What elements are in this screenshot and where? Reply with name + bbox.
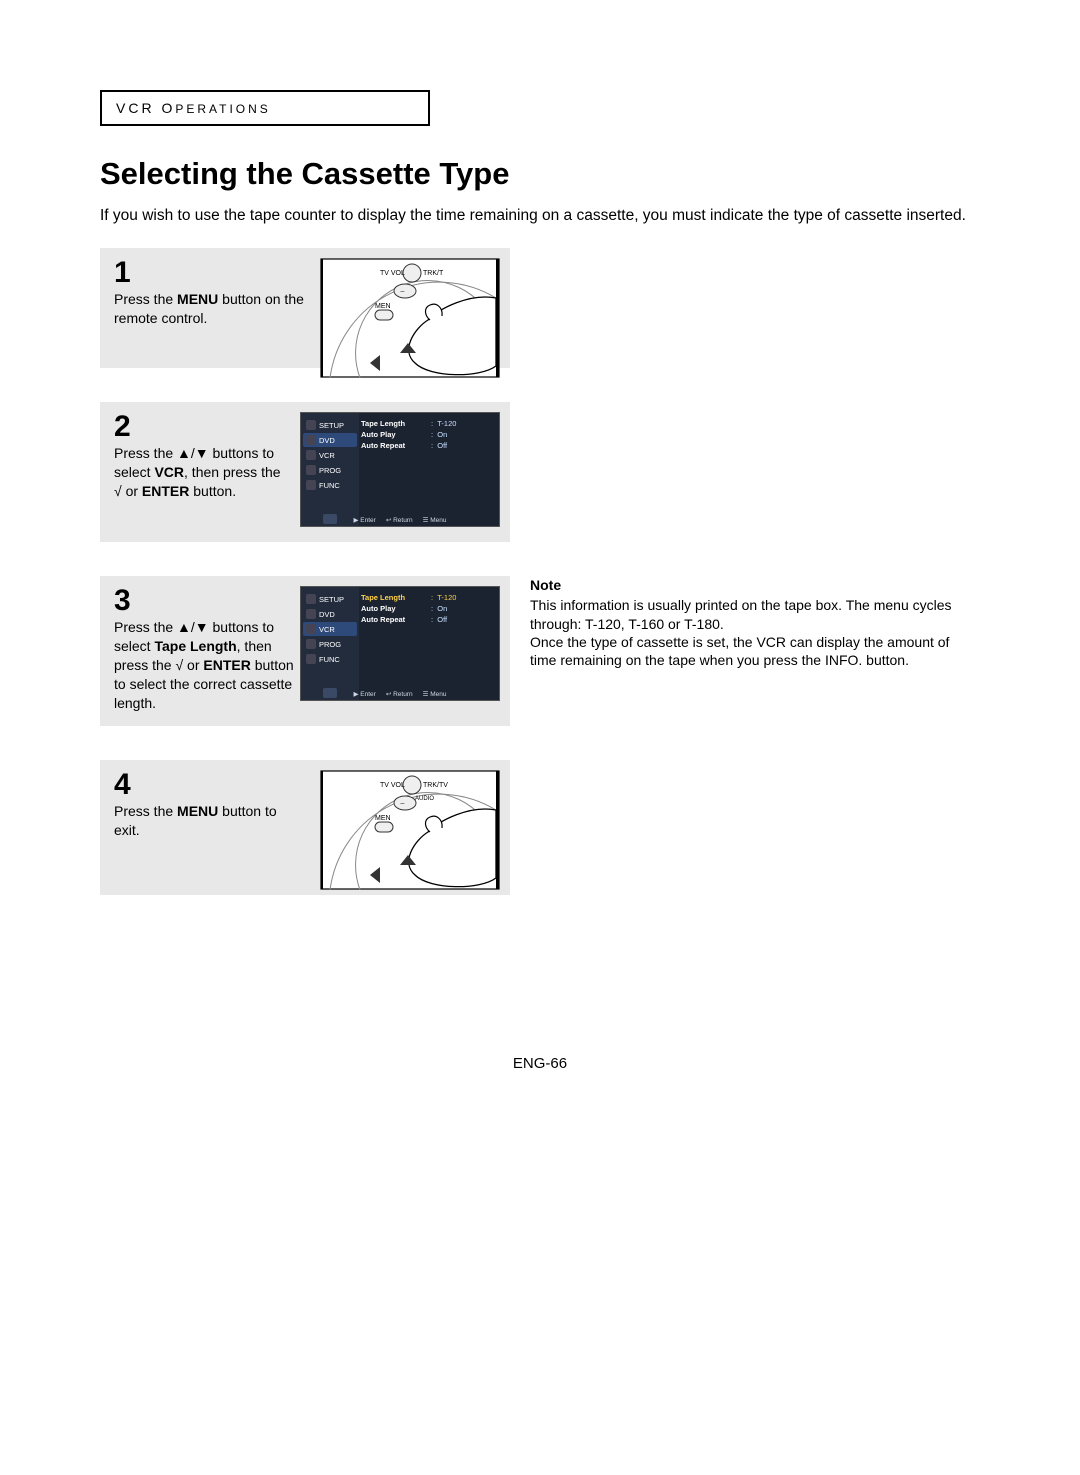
osd-item-value: Off [437, 615, 447, 624]
section-label: VCR OPERATIONS [100, 90, 430, 126]
osd-sidebar: SETUP DVD VCR PROG FUNC [301, 413, 359, 526]
grid-icon [306, 480, 316, 490]
gear-icon [306, 420, 316, 430]
step-4: 4 Press the MENU button to exit. TV VOL … [100, 760, 510, 895]
osd-sidebar-func: FUNC [303, 652, 357, 666]
step-1-text-bold: MENU [177, 291, 218, 307]
grid-icon [306, 654, 316, 664]
step-2-text-bold2: ENTER [142, 483, 189, 499]
osd-item-label: Auto Repeat [361, 441, 431, 450]
step-2: 2 Press the ▲/▼ buttons to select VCR, t… [100, 402, 510, 542]
osd-sidebar-label: FUNC [319, 481, 340, 490]
svg-text:−: − [400, 799, 405, 808]
osd-sidebar-label: SETUP [319, 595, 344, 604]
remote-illustration-icon: TV VOL TRK/T − MEN [320, 258, 500, 378]
step-3: 3 Press the ▲/▼ buttons to select Tape L… [100, 576, 510, 726]
page-title: Selecting the Cassette Type [100, 156, 980, 192]
osd-item-label: Tape Length [361, 419, 431, 428]
step-1: 1 Press the MENU button on the remote co… [100, 248, 510, 368]
step-2-text-post: button. [189, 483, 236, 499]
step-3-text-bold2: ENTER [203, 657, 250, 673]
step-1-figure: TV VOL TRK/T − MEN [320, 258, 500, 383]
step-4-text: Press the MENU button to exit. [114, 802, 304, 840]
step-2-text-mid: , then press the [184, 464, 281, 480]
disc-icon [306, 609, 316, 619]
tape-icon [306, 624, 316, 634]
osd-item-label: Auto Play [361, 430, 431, 439]
osd-sidebar-label: VCR [319, 451, 335, 460]
osd-menu-step3: SETUP DVD VCR PROG FUNC Tape Length: T-1… [300, 586, 500, 701]
note-heading: Note [530, 576, 960, 594]
osd-footer-return: ↩ Return [386, 690, 413, 698]
note-column: Note This information is usually printed… [530, 576, 960, 669]
osd-item-label: Auto Repeat [361, 615, 431, 624]
step-3-row: 3 Press the ▲/▼ buttons to select Tape L… [100, 576, 980, 760]
step-2-figure: SETUP DVD VCR PROG FUNC Tape Length: T-1… [300, 412, 500, 527]
step-4-figure: TV VOL TRK/TV AUDIO − MEN [320, 770, 500, 895]
osd-item-value: Off [437, 441, 447, 450]
osd-sidebar-label: PROG [319, 640, 341, 649]
intro-text: If you wish to use the tape counter to d… [100, 206, 980, 226]
step-1-text-pre: Press the [114, 291, 177, 307]
clock-icon [306, 639, 316, 649]
osd-item-value: On [437, 604, 447, 613]
svg-text:MEN: MEN [375, 303, 391, 310]
osd-footer-enter: ▶ Enter [353, 690, 375, 698]
osd-sidebar-label: DVD [319, 610, 335, 619]
osd-footer: ▶ Enter ↩ Return ☰ Menu [301, 516, 499, 524]
osd-sidebar-setup: SETUP [303, 418, 357, 432]
osd-sidebar-dvd: DVD [303, 607, 357, 621]
osd-sidebar-prog: PROG [303, 637, 357, 651]
osd-item-value: On [437, 430, 447, 439]
osd-sidebar-setup: SETUP [303, 592, 357, 606]
osd-footer-menu: ☰ Menu [423, 690, 447, 698]
osd-main: Tape Length: T-120 Auto Play: On Auto Re… [361, 593, 495, 626]
page-number: ENG-66 [100, 1055, 980, 1072]
osd-item-label-selected: Tape Length [361, 593, 431, 602]
svg-text:MEN: MEN [375, 815, 391, 822]
step-4-text-bold: MENU [177, 803, 218, 819]
section-label-prefix: VCR O [116, 100, 175, 116]
osd-main: Tape Length: T-120 Auto Play: On Auto Re… [361, 419, 495, 452]
osd-footer-enter: ▶ Enter [353, 516, 375, 524]
osd-sidebar-func: FUNC [303, 478, 357, 492]
osd-menu-step2: SETUP DVD VCR PROG FUNC Tape Length: T-1… [300, 412, 500, 527]
osd-item-value: T-120 [437, 419, 456, 428]
remote-illustration-icon: TV VOL TRK/TV AUDIO − MEN [320, 770, 500, 890]
section-label-rest: PERATIONS [175, 102, 270, 116]
svg-text:TRK/TV: TRK/TV [423, 782, 448, 789]
osd-sidebar-label: DVD [319, 436, 335, 445]
gear-icon [306, 594, 316, 604]
osd-sidebar-label: SETUP [319, 421, 344, 430]
osd-sidebar-label: PROG [319, 466, 341, 475]
disc-icon [306, 435, 316, 445]
osd-sidebar-prog: PROG [303, 463, 357, 477]
label-tvvol: TV VOL [380, 270, 405, 277]
osd-sidebar: SETUP DVD VCR PROG FUNC [301, 587, 359, 700]
step-3-text-bold1: Tape Length [154, 638, 236, 654]
osd-sidebar-label: VCR [319, 625, 335, 634]
note-body: This information is usually printed on t… [530, 596, 960, 669]
label-trk: TRK/T [423, 270, 444, 277]
svg-text:−: − [400, 287, 405, 296]
osd-sidebar-label: FUNC [319, 655, 340, 664]
osd-footer: ▶ Enter ↩ Return ☰ Menu [301, 690, 499, 698]
svg-text:AUDIO: AUDIO [415, 796, 434, 802]
osd-item-label: Auto Play [361, 604, 431, 613]
osd-item-value-selected: T-120 [437, 593, 456, 602]
osd-sidebar-vcr: VCR [303, 622, 357, 636]
step-4-text-pre: Press the [114, 803, 177, 819]
osd-sidebar-vcr: VCR [303, 448, 357, 462]
step-3-text: Press the ▲/▼ buttons to select Tape Len… [114, 618, 304, 712]
step-3-figure: SETUP DVD VCR PROG FUNC Tape Length: T-1… [300, 586, 500, 701]
svg-text:TV VOL: TV VOL [380, 782, 405, 789]
osd-footer-menu: ☰ Menu [423, 516, 447, 524]
osd-footer-return: ↩ Return [386, 516, 413, 524]
clock-icon [306, 465, 316, 475]
step-2-text: Press the ▲/▼ buttons to select VCR, the… [114, 444, 304, 501]
tape-icon [306, 450, 316, 460]
step-1-text: Press the MENU button on the remote cont… [114, 290, 304, 328]
step-2-text-bold1: VCR [154, 464, 184, 480]
osd-sidebar-dvd: DVD [303, 433, 357, 447]
